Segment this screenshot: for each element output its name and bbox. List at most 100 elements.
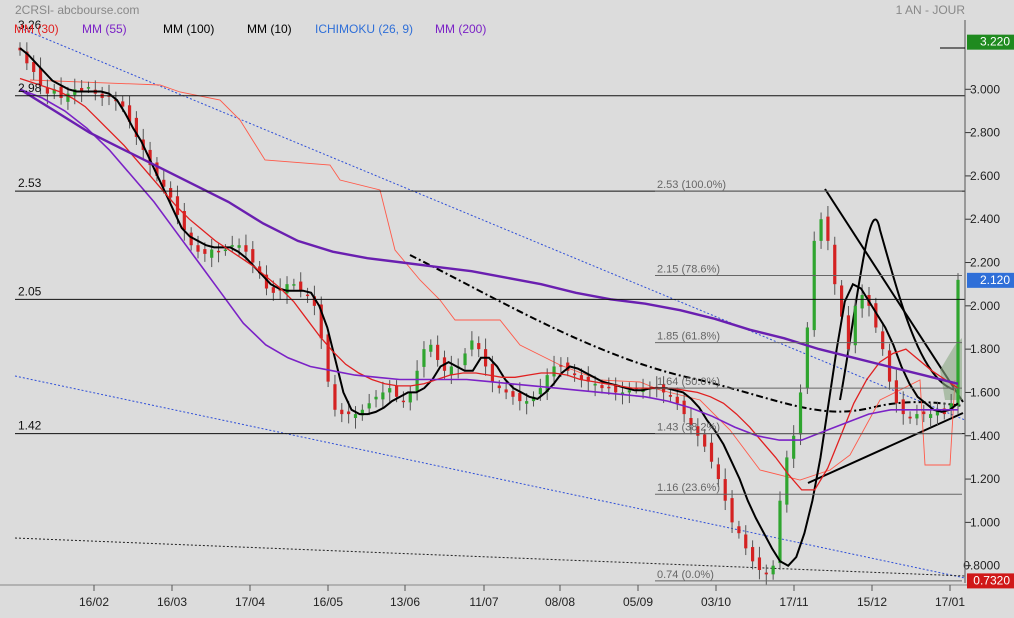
candle-body — [826, 216, 830, 241]
price-tag-label: 3.220 — [980, 35, 1010, 49]
candlestick — [408, 385, 412, 411]
legend-item: ICHIMOKU (26, 9) — [315, 22, 413, 36]
candlestick — [374, 390, 378, 408]
candle-body — [169, 188, 173, 198]
legend-item: MM (30) — [14, 22, 59, 36]
candle-body — [305, 294, 310, 297]
x-tick-label: 15/12 — [857, 595, 887, 609]
x-tick-label: 17/11 — [779, 595, 808, 609]
price-tag — [967, 573, 1014, 589]
candle-body — [723, 479, 727, 501]
candle-body — [340, 409, 344, 415]
candle-body — [388, 388, 392, 393]
y-tick-label: 2.400 — [970, 212, 1000, 226]
candlestick — [805, 322, 809, 394]
candlestick — [935, 401, 940, 427]
ichimoku-span-line — [29, 79, 956, 481]
candle-body — [853, 305, 857, 346]
candlestick — [764, 564, 768, 585]
candlestick — [223, 244, 228, 256]
candlestick — [169, 181, 173, 206]
candle-body — [490, 363, 495, 382]
candlestick — [607, 377, 611, 395]
candlestick — [730, 490, 734, 533]
candle-body — [874, 303, 878, 328]
candle-body — [696, 426, 700, 436]
y-tick-label: 1.600 — [970, 385, 1000, 399]
moving-average-200 — [19, 88, 959, 385]
candlestick — [210, 238, 214, 268]
candle-body — [312, 296, 317, 306]
candle-body — [894, 380, 898, 404]
candle-body — [162, 179, 166, 187]
candle-body — [148, 149, 152, 166]
candle-body — [497, 385, 501, 389]
candlestick — [901, 391, 905, 425]
candlestick — [750, 540, 755, 570]
candlestick — [312, 285, 317, 316]
candle-body — [251, 249, 255, 263]
candle-body — [538, 388, 542, 395]
candlestick — [874, 297, 878, 333]
fib-level-label: 2.53 (100.0%) — [657, 179, 726, 191]
fib-level-label: 1.16 (23.6%) — [657, 482, 720, 494]
candlestick — [189, 227, 193, 251]
candle-body — [196, 245, 200, 252]
candle-body — [80, 87, 84, 92]
candle-body — [271, 287, 275, 293]
candlestick — [696, 418, 700, 447]
candlestick — [757, 546, 762, 580]
candle-body — [121, 101, 125, 107]
candle-body — [374, 396, 378, 400]
candlestick — [477, 336, 481, 358]
candle-body — [792, 435, 796, 459]
candle-body — [155, 162, 159, 176]
legend-item: MM (10) — [247, 22, 292, 36]
x-tick-label: 08/08 — [545, 595, 575, 609]
long-support-dotted — [14, 537, 966, 577]
candle-body — [477, 343, 481, 350]
levels-layer: 3.26 2.98 2.53 2.05 1.42 2.53 (100.0%) 2.15 (7… — [15, 18, 965, 582]
candlestick — [531, 391, 536, 407]
candle-body — [778, 500, 782, 564]
candle-body — [730, 498, 734, 523]
candle-body — [463, 353, 467, 366]
candle-layer — [18, 42, 960, 585]
candle-body — [182, 210, 186, 231]
candle-body — [737, 526, 741, 534]
candle-body — [436, 344, 440, 360]
candlestick — [251, 241, 255, 274]
candlestick — [894, 369, 898, 413]
candlestick — [949, 393, 953, 417]
candle-body — [881, 331, 885, 350]
candle-body — [449, 366, 453, 375]
curved-pattern-line — [839, 218, 956, 401]
candlestick — [258, 261, 262, 279]
candle-body — [223, 249, 228, 252]
candlestick — [155, 157, 159, 182]
candle-body — [833, 244, 837, 285]
candle-body — [381, 392, 385, 400]
candlestick — [716, 457, 720, 488]
candlestick — [915, 404, 919, 426]
candle-body — [326, 334, 330, 382]
candlestick — [25, 42, 29, 71]
candlestick — [689, 407, 693, 435]
candle-body — [285, 284, 289, 294]
candlestick — [723, 468, 727, 511]
candle-body — [579, 375, 584, 380]
candlestick — [429, 339, 433, 358]
candlestick — [182, 202, 186, 241]
candle-body — [620, 392, 625, 396]
candlestick — [778, 491, 782, 570]
candle-body — [360, 409, 364, 416]
candlestick — [798, 384, 803, 446]
candlestick — [525, 393, 529, 415]
candlestick — [388, 380, 392, 404]
y-tick-label: 1.400 — [970, 429, 1000, 443]
candlestick — [846, 306, 851, 356]
candle-body — [785, 457, 789, 505]
candle-body — [237, 245, 241, 248]
